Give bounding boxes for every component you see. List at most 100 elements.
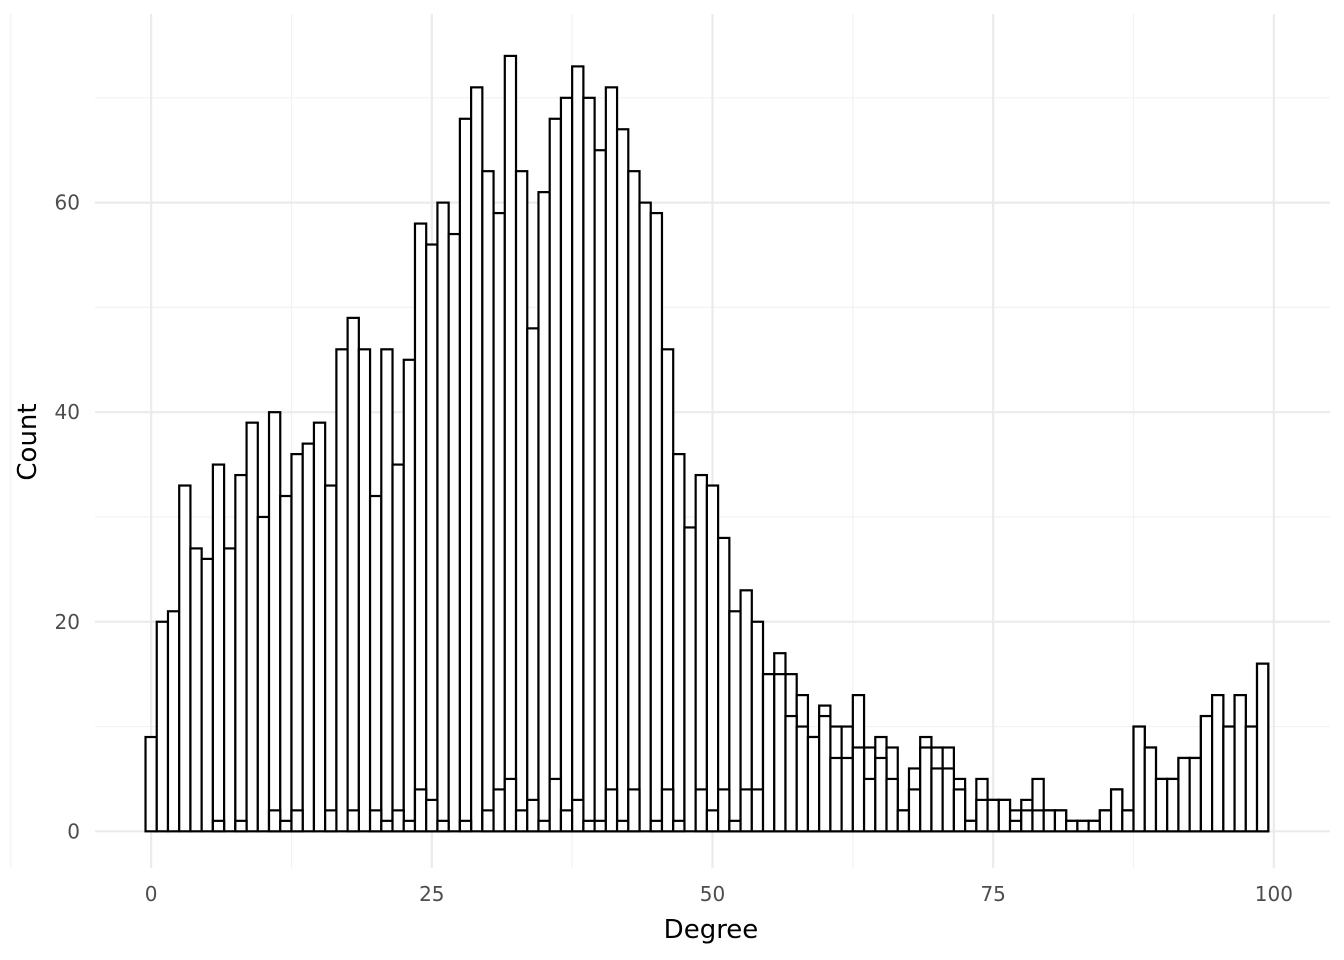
histogram-bar-series-2: [593, 819, 607, 833]
histogram-bar-series-2: [1008, 819, 1023, 833]
histogram-bar-series-2: [425, 798, 439, 833]
y-axis-ticks: 0 20 40 60: [55, 191, 80, 844]
histogram-bar-series-1: [279, 494, 293, 833]
histogram-bar-series-1: [694, 473, 708, 833]
histogram-bar-series-2: [649, 819, 664, 833]
histogram-bar-series-1: [178, 484, 192, 833]
histogram-bar-series-2: [728, 819, 742, 833]
histogram-bar-series-2: [346, 809, 360, 833]
histogram-bar-series-2: [896, 809, 911, 833]
histogram-bar-series-1: [234, 473, 248, 833]
histogram-bar-series-1: [335, 348, 349, 833]
histogram-bar-series-1: [638, 201, 652, 833]
histogram-bar-series-2: [1211, 694, 1225, 833]
histogram-bar-series-2: [413, 788, 428, 833]
histogram-bar-series-2: [1255, 662, 1270, 833]
histogram-bar-series-1: [346, 316, 360, 833]
histogram-bar-series-2: [739, 788, 753, 833]
histogram-bar-series-2: [324, 809, 338, 833]
histogram-bar-series-1: [526, 327, 540, 833]
histogram-bar-series-1: [189, 547, 203, 833]
histogram-bar-series-2: [941, 767, 955, 833]
histogram-bar-series-1: [301, 442, 316, 833]
histogram-bar-series-2: [1132, 725, 1146, 833]
histogram-bar-series-1: [571, 65, 585, 833]
histogram-bar-series-2: [1222, 725, 1236, 833]
histogram-bar-series-2: [1177, 756, 1191, 833]
histogram-bar-series-2: [627, 788, 641, 833]
histogram-bar-series-2: [290, 809, 304, 833]
histogram-bar-series-2: [997, 798, 1012, 833]
histogram-bar-series-1: [514, 170, 529, 833]
histogram-bar-series-2: [1244, 725, 1259, 833]
histogram-bar-series-2: [211, 819, 226, 833]
histogram-bar-series-2: [795, 725, 810, 833]
histogram-bar-series-1: [728, 610, 742, 833]
histogram-bar-series-1: [200, 557, 214, 833]
histogram-bar-series-1: [155, 620, 170, 833]
histogram-bar-series-1: [324, 484, 338, 833]
y-axis-title: Count: [13, 403, 43, 480]
histogram-bar-series-1: [705, 484, 720, 833]
x-tick-label: 100: [1255, 882, 1293, 906]
histogram-bar-series-1: [604, 86, 619, 833]
histogram-bar-series-1: [425, 243, 439, 833]
histogram-bar-series-1: [615, 128, 630, 833]
histogram-bar-series-1: [312, 421, 327, 833]
histogram-bar-series-2: [717, 788, 731, 833]
histogram-bar-series-2: [1143, 746, 1158, 833]
histogram-bar-series-1: [290, 452, 304, 833]
histogram-bar-series-2: [1020, 809, 1034, 833]
histogram-bar-series-2: [604, 788, 619, 833]
histogram-bar-series-2: [705, 809, 720, 833]
histogram-bar-series-2: [1076, 819, 1090, 833]
histogram-bar-series-2: [1199, 714, 1214, 833]
histogram-bar-series-2: [1065, 819, 1079, 833]
histogram-bar-series-2: [964, 819, 978, 833]
histogram-bar-series-1: [548, 117, 563, 833]
histogram-bar-series-2: [1109, 788, 1124, 833]
x-tick-label: 25: [419, 882, 444, 906]
histogram-bar-series-2: [458, 819, 473, 833]
histogram-bar-series-1: [447, 232, 461, 833]
histogram-bar-series-2: [436, 819, 450, 833]
x-tick-label: 75: [980, 882, 1005, 906]
histogram-bar-series-2: [862, 777, 877, 833]
histogram-bar-series-2: [492, 788, 506, 833]
histogram-bar-series-1: [492, 211, 506, 833]
histogram-bar-series-2: [559, 809, 574, 833]
histogram-bar-series-2: [930, 767, 944, 833]
histogram-bar-series-2: [806, 735, 821, 833]
y-tick-label: 60: [55, 191, 80, 215]
histogram-bar-series-2: [773, 673, 787, 833]
histogram-bar-series-2: [391, 809, 405, 833]
histogram-bar-series-1: [627, 170, 641, 833]
histogram-bar-series-2: [481, 809, 495, 833]
histogram-bar-series-1: [537, 191, 551, 833]
histogram-bar-series-1: [245, 421, 259, 833]
histogram-bar-series-2: [851, 746, 866, 833]
histogram-bar-series-2: [1188, 756, 1202, 833]
histogram-bar-series-2: [526, 798, 540, 833]
histogram-bar-series-2: [1121, 809, 1135, 833]
histogram-bar-series-1: [402, 358, 417, 833]
histogram-bar-series-2: [571, 798, 585, 833]
histogram-bar-series-1: [380, 348, 394, 833]
histogram-bar-series-2: [1154, 777, 1169, 833]
histogram-bar-series-1: [559, 96, 574, 833]
histogram-bar-series-2: [818, 714, 832, 833]
histogram-bar-series-2: [660, 788, 675, 833]
histogram-bar-series-2: [907, 788, 922, 833]
histogram-bar-series-1: [357, 348, 372, 833]
histogram-bar-series-1: [144, 735, 158, 833]
histogram-bar-series-1: [660, 348, 675, 833]
histogram-bar-series-2: [615, 819, 630, 833]
histogram-bar-series-2: [279, 819, 293, 833]
histogram-bar-series-1: [481, 170, 495, 833]
histogram-bar-series-1: [413, 222, 428, 833]
histogram-bar-series-1: [503, 54, 518, 833]
histogram-bar-series-2: [672, 819, 686, 833]
x-axis-title: Degree: [664, 915, 759, 945]
histogram-bar-series-2: [1233, 694, 1247, 833]
